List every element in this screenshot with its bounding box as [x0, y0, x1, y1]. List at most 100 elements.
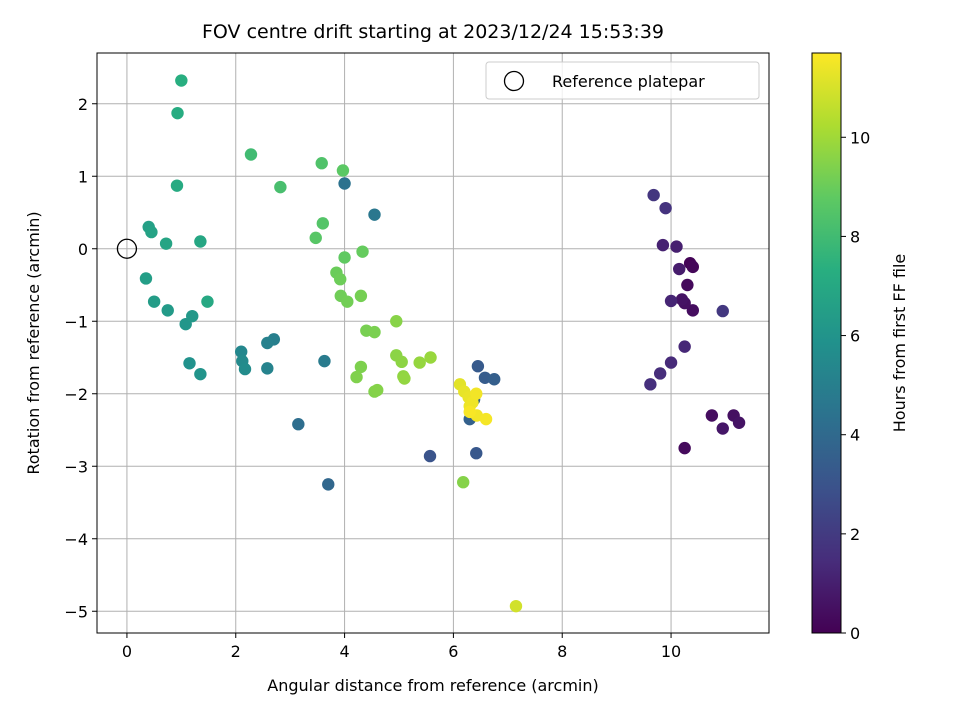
- data-point: [274, 180, 287, 194]
- x-tick-label: 6: [448, 642, 458, 661]
- y-axis-label: Rotation from reference (arcmin): [24, 211, 43, 474]
- data-point: [686, 304, 700, 317]
- data-point: [234, 345, 248, 358]
- data-point: [171, 106, 184, 120]
- colorbar-label: Hours from first FF file: [890, 254, 909, 433]
- data-point: [334, 273, 347, 286]
- y-tick-label: −3: [64, 457, 88, 476]
- data-point: [732, 416, 746, 429]
- data-point: [354, 289, 368, 303]
- data-point: [716, 304, 729, 318]
- grid-lines: [97, 53, 769, 633]
- data-point: [678, 441, 691, 455]
- data-point: [673, 262, 686, 276]
- data-point: [644, 378, 657, 391]
- data-point: [509, 599, 523, 613]
- data-point: [147, 295, 161, 308]
- data-point: [398, 372, 411, 385]
- colorbar-ticks: 0 2 4 6 8 10: [841, 128, 870, 643]
- data-point: [315, 157, 328, 170]
- data-point: [653, 367, 667, 380]
- data-point: [647, 188, 660, 202]
- data-point: [470, 387, 483, 400]
- data-point: [675, 293, 689, 306]
- data-point: [139, 272, 153, 285]
- legend-box: [485, 61, 760, 100]
- data-point: [470, 447, 483, 460]
- data-point: [456, 476, 470, 489]
- data-point: [186, 309, 199, 323]
- data-point: [322, 478, 335, 491]
- x-axis-label: Angular distance from reference (arcmin): [267, 676, 598, 695]
- data-point: [423, 449, 437, 463]
- data-point: [341, 295, 354, 308]
- data-point: [678, 340, 691, 353]
- colorbar-tick-label: 2: [850, 525, 860, 544]
- data-point: [716, 422, 729, 435]
- legend-marker-icon: [503, 70, 525, 92]
- data-point: [309, 231, 322, 245]
- y-tick-label: −1: [64, 312, 88, 331]
- data-point: [194, 235, 207, 248]
- x-tick-label: 2: [231, 642, 241, 661]
- data-point: [371, 383, 384, 397]
- data-point: [338, 177, 351, 190]
- data-point: [175, 74, 188, 87]
- x-tick-label: 8: [557, 642, 567, 661]
- y-tick-label: 0: [78, 240, 88, 259]
- y-tick-label: 2: [78, 95, 88, 114]
- data-point: [664, 356, 678, 369]
- x-axis-ticks: 0 2 4 6 8 10: [122, 633, 681, 661]
- plot-frame: [96, 52, 770, 634]
- legend-entry-reference-platepar: Reference platepar: [552, 72, 705, 91]
- chart-title: FOV centre drift starting at 2023/12/24 …: [202, 21, 664, 43]
- data-point: [336, 164, 350, 177]
- x-tick-label: 10: [661, 642, 681, 661]
- y-axis-ticks: 2 1 0 −1 −2 −3 −4 −5: [64, 95, 97, 621]
- data-point: [681, 278, 694, 292]
- data-point: [238, 362, 252, 376]
- legend: Reference platepar: [485, 61, 760, 100]
- data-point: [338, 251, 351, 264]
- x-tick-label: 0: [122, 642, 132, 661]
- data-point: [390, 315, 403, 328]
- colorbar-gradient: [811, 52, 842, 634]
- data-point: [316, 217, 330, 230]
- data-point: [354, 360, 368, 374]
- x-tick-label: 4: [339, 642, 349, 661]
- reference-platepar-marker: [116, 238, 138, 259]
- data-point: [244, 148, 258, 161]
- data-point: [488, 373, 501, 386]
- data-point: [368, 208, 381, 221]
- colorbar: 0 2 4 6 8 10 Hours from first FF file: [811, 52, 909, 643]
- data-point: [705, 409, 719, 422]
- data-point: [656, 238, 670, 252]
- y-tick-label: −5: [64, 602, 88, 621]
- data-point: [478, 371, 492, 384]
- data-points: [139, 74, 746, 613]
- data-point: [413, 356, 426, 369]
- colorbar-tick-label: 4: [850, 426, 860, 445]
- data-point: [659, 201, 672, 215]
- data-point: [395, 355, 408, 369]
- data-point: [686, 260, 700, 274]
- data-point: [261, 336, 274, 350]
- data-point: [194, 367, 207, 381]
- data-point: [170, 179, 184, 192]
- data-point: [261, 362, 274, 375]
- data-point: [463, 405, 476, 419]
- data-point: [471, 360, 485, 373]
- colorbar-tick-label: 8: [850, 227, 860, 246]
- data-point: [183, 357, 196, 370]
- data-point: [159, 237, 173, 250]
- data-point: [664, 294, 678, 308]
- data-point: [350, 370, 363, 384]
- y-tick-label: −4: [64, 530, 88, 549]
- data-point: [368, 325, 381, 339]
- data-point: [318, 354, 331, 368]
- data-point: [479, 412, 493, 426]
- colorbar-tick-label: 6: [850, 327, 860, 346]
- data-point: [292, 418, 305, 431]
- y-tick-label: 1: [78, 167, 88, 186]
